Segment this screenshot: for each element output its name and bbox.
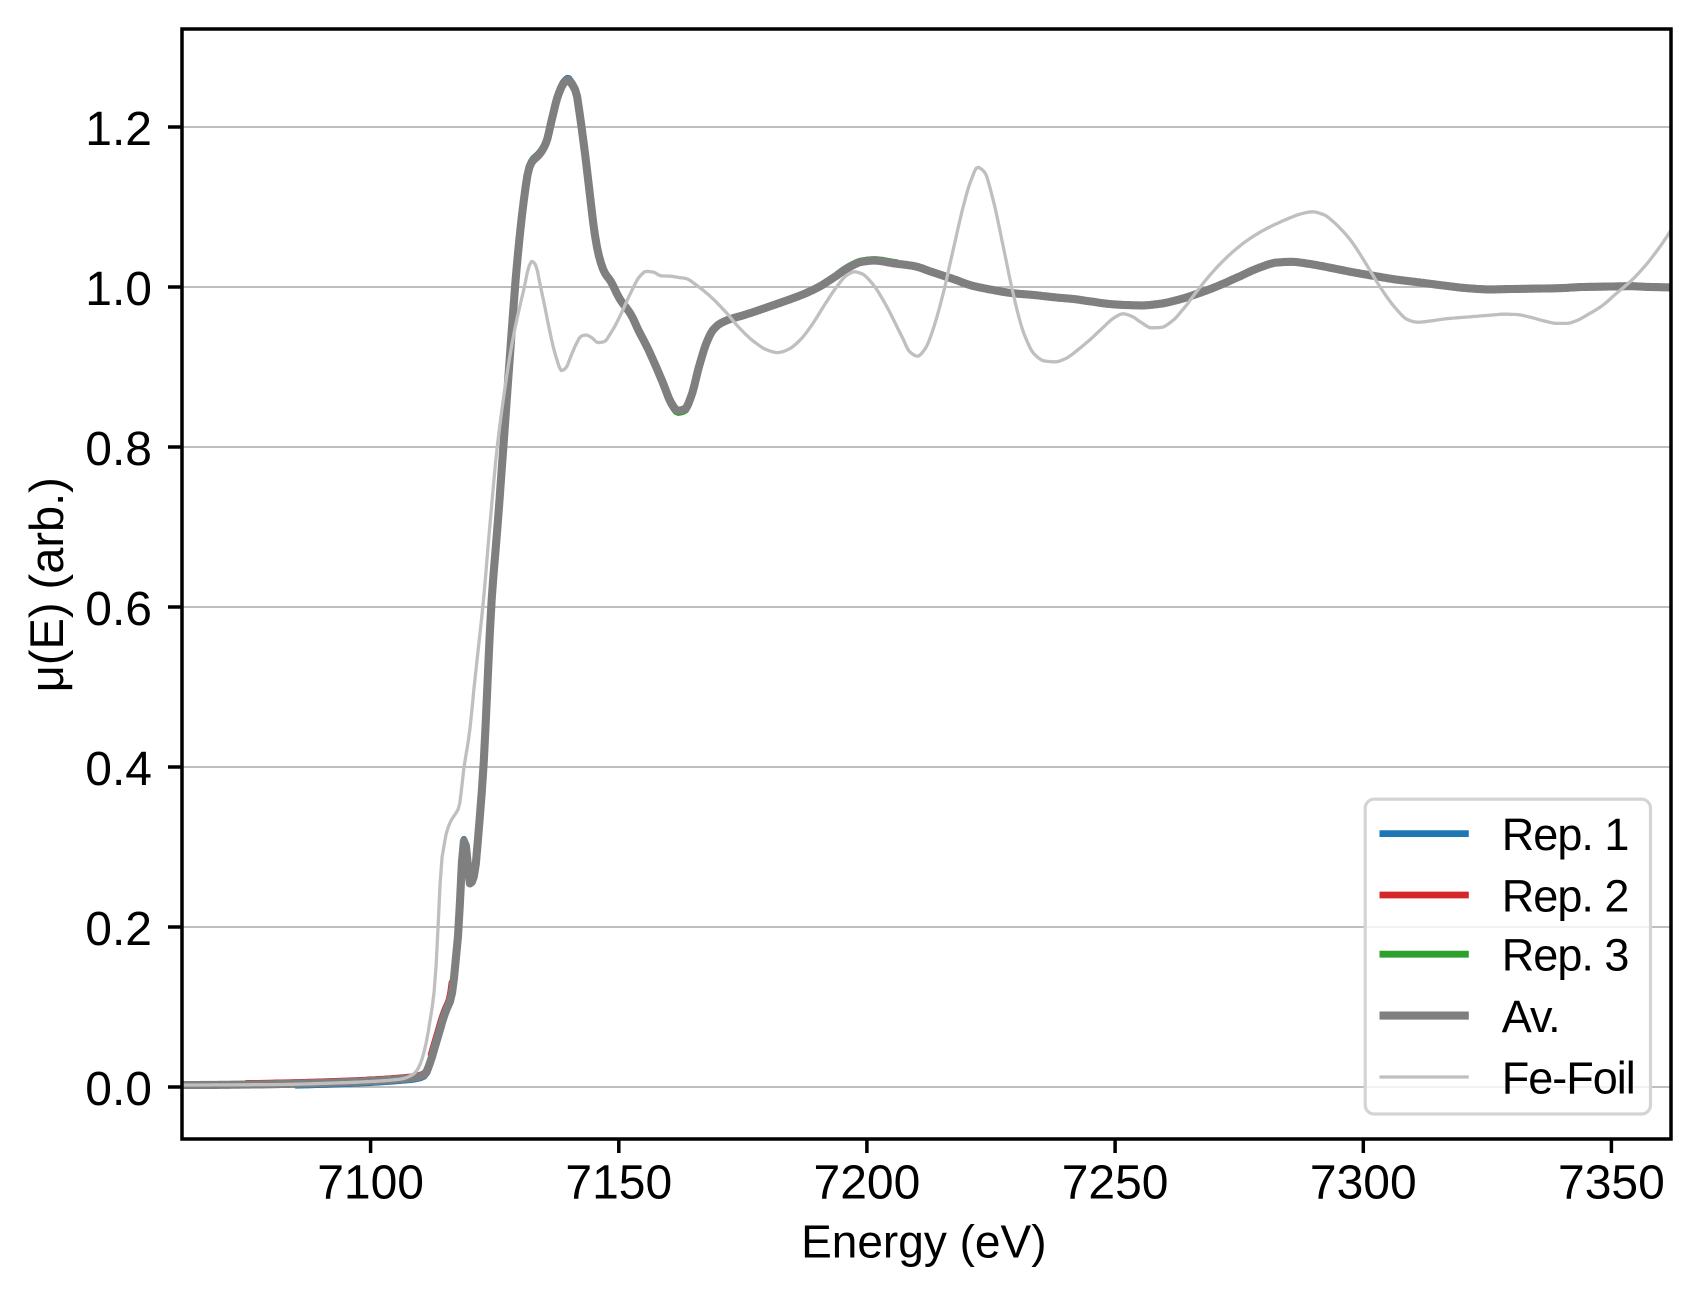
svg-text:7200: 7200: [814, 1157, 921, 1210]
svg-text:7350: 7350: [1558, 1157, 1665, 1210]
svg-text:Energy (eV): Energy (eV): [801, 1216, 1046, 1268]
svg-text:1.2: 1.2: [85, 103, 152, 156]
svg-text:μ(E) (arb.): μ(E) (arb.): [20, 477, 73, 692]
svg-text:Rep. 2: Rep. 2: [1502, 870, 1629, 921]
svg-text:Av.: Av.: [1502, 991, 1560, 1042]
svg-text:Rep. 1: Rep. 1: [1502, 809, 1629, 860]
svg-text:7300: 7300: [1310, 1157, 1417, 1210]
svg-text:7150: 7150: [565, 1157, 672, 1210]
svg-text:7100: 7100: [317, 1157, 424, 1210]
svg-text:0.6: 0.6: [85, 583, 152, 636]
svg-text:0.8: 0.8: [85, 423, 152, 476]
svg-text:Fe-Foil: Fe-Foil: [1502, 1052, 1635, 1103]
svg-text:Rep. 3: Rep. 3: [1502, 930, 1629, 981]
svg-text:7250: 7250: [1062, 1157, 1169, 1210]
svg-text:0.2: 0.2: [85, 903, 152, 956]
svg-text:0.4: 0.4: [85, 743, 152, 796]
svg-text:0.0: 0.0: [85, 1063, 152, 1116]
svg-text:1.0: 1.0: [85, 263, 152, 316]
